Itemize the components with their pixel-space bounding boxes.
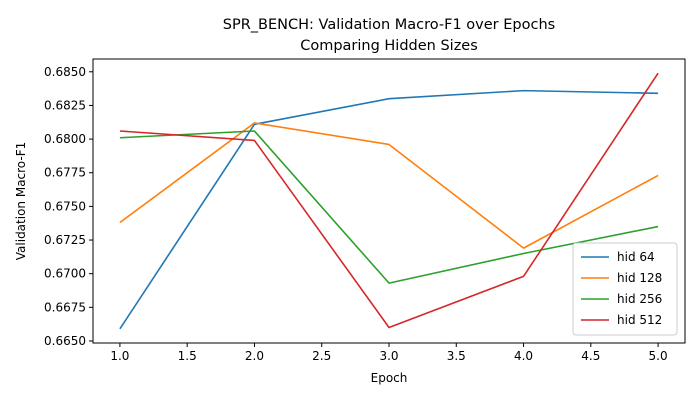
y-tick-label: 0.6850 (44, 65, 86, 79)
legend-label: hid 256 (617, 292, 662, 306)
legend-box (572, 242, 678, 336)
legend: hid 64 hid 128 hid 256 hid 512 (572, 242, 678, 336)
x-tick-label: 1.0 (110, 349, 129, 363)
y-tick-label: 0.6725 (44, 233, 86, 247)
y-tick-label: 0.6700 (44, 267, 86, 281)
x-tick-label: 2.0 (245, 349, 264, 363)
chart-title: SPR_BENCH: Validation Macro-F1 over Epoc… (223, 17, 555, 33)
legend-label: hid 128 (617, 271, 662, 285)
series-lines (119, 72, 659, 330)
series-line-hid-128 (119, 122, 659, 249)
plot-frame (92, 58, 686, 344)
y-tick-label: 0.6675 (44, 300, 86, 314)
y-tick-label: 0.6775 (44, 166, 86, 180)
y-tick-label: 0.6800 (44, 132, 86, 146)
y-axis-label: Validation Macro-F1 (14, 142, 28, 260)
y-axis: 0.6650 0.6675 0.6700 0.6725 0.6750 0.6775 0.68… (44, 65, 93, 348)
x-tick-label: 1.5 (178, 349, 197, 363)
y-tick-label: 0.6650 (44, 334, 86, 348)
x-tick-label: 4.5 (581, 349, 600, 363)
legend-label: hid 64 (617, 250, 655, 264)
y-tick-label: 0.6750 (44, 199, 86, 213)
x-tick-label: 3.5 (447, 349, 466, 363)
x-axis: 1.0 1.5 2.0 2.5 3.0 3.5 4.0 4.5 5.0 (110, 343, 668, 363)
x-tick-label: 4.0 (514, 349, 533, 363)
legend-label: hid 512 (617, 313, 662, 327)
x-tick-label: 5.0 (649, 349, 668, 363)
y-tick-label: 0.6825 (44, 98, 86, 112)
x-tick-label: 3.0 (379, 349, 398, 363)
x-axis-label: Epoch (371, 371, 408, 385)
chart-subtitle: Comparing Hidden Sizes (300, 38, 478, 54)
x-tick-label: 2.5 (312, 349, 331, 363)
